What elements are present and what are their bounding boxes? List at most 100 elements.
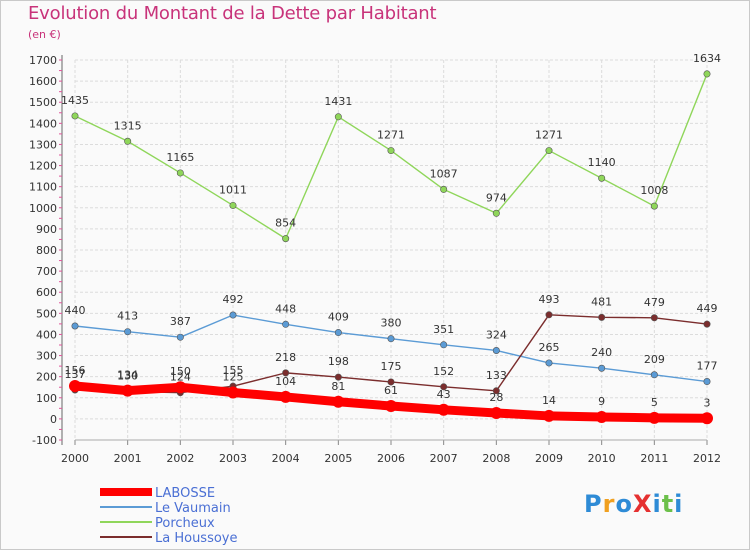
y-tick-label: 200: [36, 371, 57, 384]
data-label-porcheux: 1165: [166, 151, 194, 164]
data-label-porcheux: 1087: [430, 167, 458, 180]
data-label-porcheux: 1634: [693, 52, 721, 65]
x-tick-label: 2004: [272, 452, 300, 465]
data-label-porcheux: 974: [486, 191, 507, 204]
data-point-labosse: [648, 411, 661, 424]
y-tick-label: 300: [36, 350, 57, 363]
legend-label-la-houssoye: La Houssoye: [155, 531, 238, 546]
logo-letter: r: [602, 490, 616, 518]
data-label-labosse: 14: [542, 394, 556, 407]
data-point-le-vaumain: [282, 320, 290, 328]
data-point-le-vaumain: [440, 341, 448, 349]
data-point-porcheux: [176, 169, 184, 177]
y-tick-label: 800: [36, 244, 57, 257]
data-label-labosse: 81: [331, 380, 345, 393]
logo-letter: i: [652, 490, 662, 518]
data-label-la-houssoye: 130: [117, 369, 138, 382]
data-label-la-houssoye: 124: [170, 371, 191, 384]
x-tick-label: 2007: [430, 452, 458, 465]
data-point-le-vaumain: [545, 359, 553, 367]
logo-letter: X: [632, 490, 653, 518]
data-point-la-houssoye: [334, 373, 342, 381]
data-label-le-vaumain: 351: [433, 323, 454, 336]
data-label-labosse: 43: [437, 388, 451, 401]
data-point-porcheux: [440, 185, 448, 193]
data-label-la-houssoye: 175: [381, 360, 402, 373]
data-label-le-vaumain: 240: [591, 346, 612, 359]
data-label-le-vaumain: 265: [539, 341, 560, 354]
data-label-porcheux: 1315: [114, 119, 142, 132]
x-tick-label: 2005: [324, 452, 352, 465]
data-point-porcheux: [334, 113, 342, 121]
data-point-la-houssoye: [440, 383, 448, 391]
legend-label-porcheux: Porcheux: [155, 516, 215, 531]
data-label-labosse: 150: [170, 365, 191, 378]
data-point-le-vaumain: [703, 378, 711, 386]
data-point-labosse: [174, 381, 187, 394]
data-label-porcheux: 1008: [640, 184, 668, 197]
logo-letter: i: [674, 490, 684, 518]
data-point-le-vaumain: [598, 364, 606, 372]
x-tick-label: 2000: [61, 452, 89, 465]
y-tick-label: 1200: [29, 160, 57, 173]
data-label-la-houssoye: 479: [644, 296, 665, 309]
data-point-porcheux: [229, 201, 237, 209]
y-tick-label: 700: [36, 265, 57, 278]
data-label-la-houssoye: 493: [539, 293, 560, 306]
proxiti-logo: ProXiti: [584, 490, 683, 518]
data-point-la-houssoye: [598, 313, 606, 321]
data-label-porcheux: 1271: [535, 129, 563, 142]
y-tick-label: 0: [50, 413, 57, 426]
data-point-labosse: [385, 400, 397, 413]
y-tick-label: 1600: [29, 75, 57, 88]
data-label-la-houssoye: 481: [591, 295, 612, 308]
data-label-labosse: 28: [489, 391, 503, 404]
data-label-la-houssoye: 133: [486, 369, 507, 382]
data-point-labosse: [490, 406, 503, 419]
data-label-le-vaumain: 492: [223, 293, 244, 306]
data-point-le-vaumain: [387, 335, 395, 343]
data-label-le-vaumain: 209: [644, 353, 665, 366]
legend-label-labosse: LABOSSE: [155, 486, 215, 501]
data-point-labosse: [227, 386, 239, 399]
y-tick-label: 500: [36, 307, 57, 320]
data-point-labosse: [701, 412, 713, 425]
data-point-porcheux: [703, 70, 711, 78]
y-tick-label: 100: [36, 392, 57, 405]
data-label-la-houssoye: 218: [275, 351, 296, 364]
data-point-la-houssoye: [545, 311, 553, 319]
y-tick-label: 1100: [29, 181, 57, 194]
data-point-le-vaumain: [176, 333, 184, 341]
x-tick-label: 2006: [377, 452, 405, 465]
data-label-la-houssoye: 198: [328, 355, 349, 368]
y-tick-label: 1300: [29, 138, 57, 151]
data-label-porcheux: 1435: [61, 94, 89, 107]
y-tick-label: -100: [32, 434, 57, 447]
data-label-le-vaumain: 324: [486, 328, 507, 341]
data-point-le-vaumain: [334, 329, 342, 337]
y-tick-label: 1000: [29, 202, 57, 215]
logo-letter: o: [615, 490, 633, 518]
data-point-porcheux: [492, 209, 500, 217]
data-label-le-vaumain: 440: [65, 304, 86, 317]
y-tick-label: 400: [36, 328, 57, 341]
data-point-la-houssoye: [387, 378, 395, 386]
data-label-labosse: 3: [704, 396, 711, 409]
data-label-porcheux: 1271: [377, 129, 405, 142]
data-point-la-houssoye: [282, 369, 290, 377]
x-tick-label: 2009: [535, 452, 563, 465]
data-point-porcheux: [124, 137, 132, 145]
data-point-le-vaumain: [124, 328, 132, 336]
data-label-labosse: 156: [65, 364, 86, 377]
data-label-la-houssoye: 449: [697, 302, 718, 315]
y-tick-label: 900: [36, 223, 57, 236]
data-label-le-vaumain: 448: [275, 302, 296, 315]
data-point-labosse: [332, 395, 345, 408]
data-point-labosse: [437, 403, 450, 416]
data-point-la-houssoye: [703, 320, 711, 328]
x-tick-label: 2002: [166, 452, 194, 465]
data-label-porcheux: 854: [275, 217, 296, 230]
data-label-porcheux: 1140: [588, 156, 616, 169]
data-point-porcheux: [650, 202, 658, 210]
